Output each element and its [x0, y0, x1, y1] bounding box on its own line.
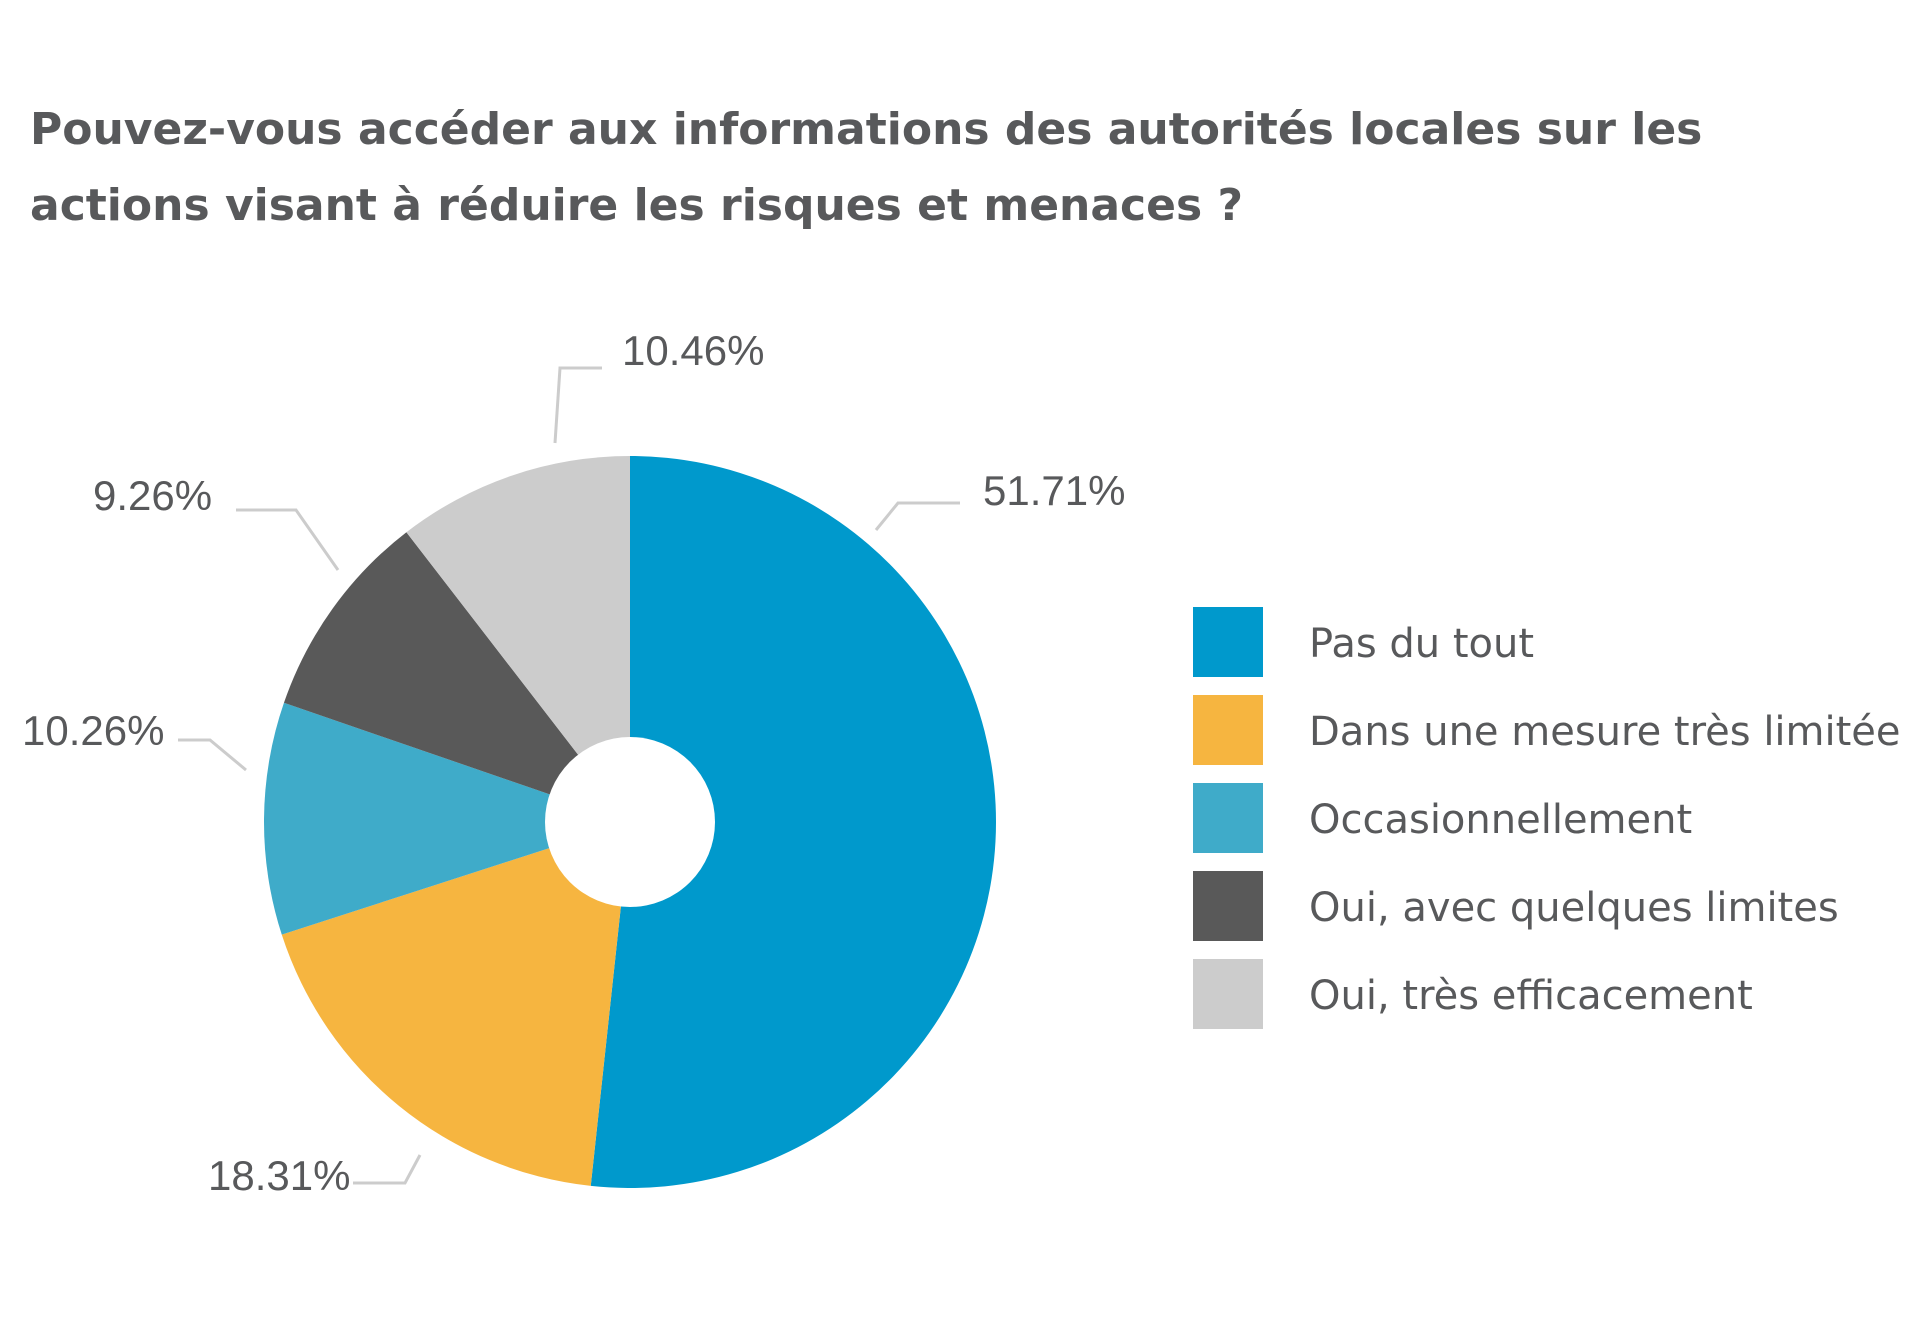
legend-label-2: Dans une mesure très limitée — [1309, 709, 1901, 755]
donut-hole — [545, 737, 715, 907]
leader-line-5 — [553, 366, 602, 444]
legend-label-5: Oui, très efficacement — [1309, 973, 1753, 1019]
legend-label-1: Pas du tout — [1309, 621, 1534, 667]
leader-line-4 — [236, 508, 340, 571]
legend-swatch-1 — [1193, 607, 1263, 677]
leader-line-1 — [874, 501, 960, 531]
data-label-3: 10.26% — [22, 707, 164, 754]
legend-swatch-3 — [1193, 783, 1263, 853]
data-label-4: 9.26% — [93, 472, 212, 519]
data-label-1: 51.71% — [983, 467, 1125, 514]
legend-label-3: Occasionnellement — [1309, 797, 1692, 843]
data-label-5: 10.46% — [622, 327, 764, 374]
pie-slice-3 — [264, 702, 630, 935]
label-leader-lines — [178, 366, 960, 1185]
pie-slice-1 — [590, 456, 997, 1188]
legend-swatch-5 — [1193, 959, 1263, 1029]
leader-line-2 — [353, 1154, 422, 1185]
pie-slices — [264, 456, 997, 1188]
legend: Pas du tout Dans une mesure très limitée O… — [1193, 607, 1901, 1029]
legend-label-4: Oui, avec quelques limites — [1309, 885, 1839, 931]
chart-title: Pouvez-vous accéder aux informations des… — [30, 104, 1703, 231]
pie-slice-4 — [283, 532, 630, 822]
legend-swatch-4 — [1193, 871, 1263, 941]
data-labels: 51.71% 18.31% 10.26% 9.26% 10.46% — [22, 327, 1125, 1199]
legend-swatch-2 — [1193, 695, 1263, 765]
data-label-2: 18.31% — [208, 1152, 350, 1199]
pie-slice-2 — [281, 822, 630, 1186]
pie-slice-5 — [406, 456, 630, 822]
leader-line-3 — [178, 738, 247, 772]
